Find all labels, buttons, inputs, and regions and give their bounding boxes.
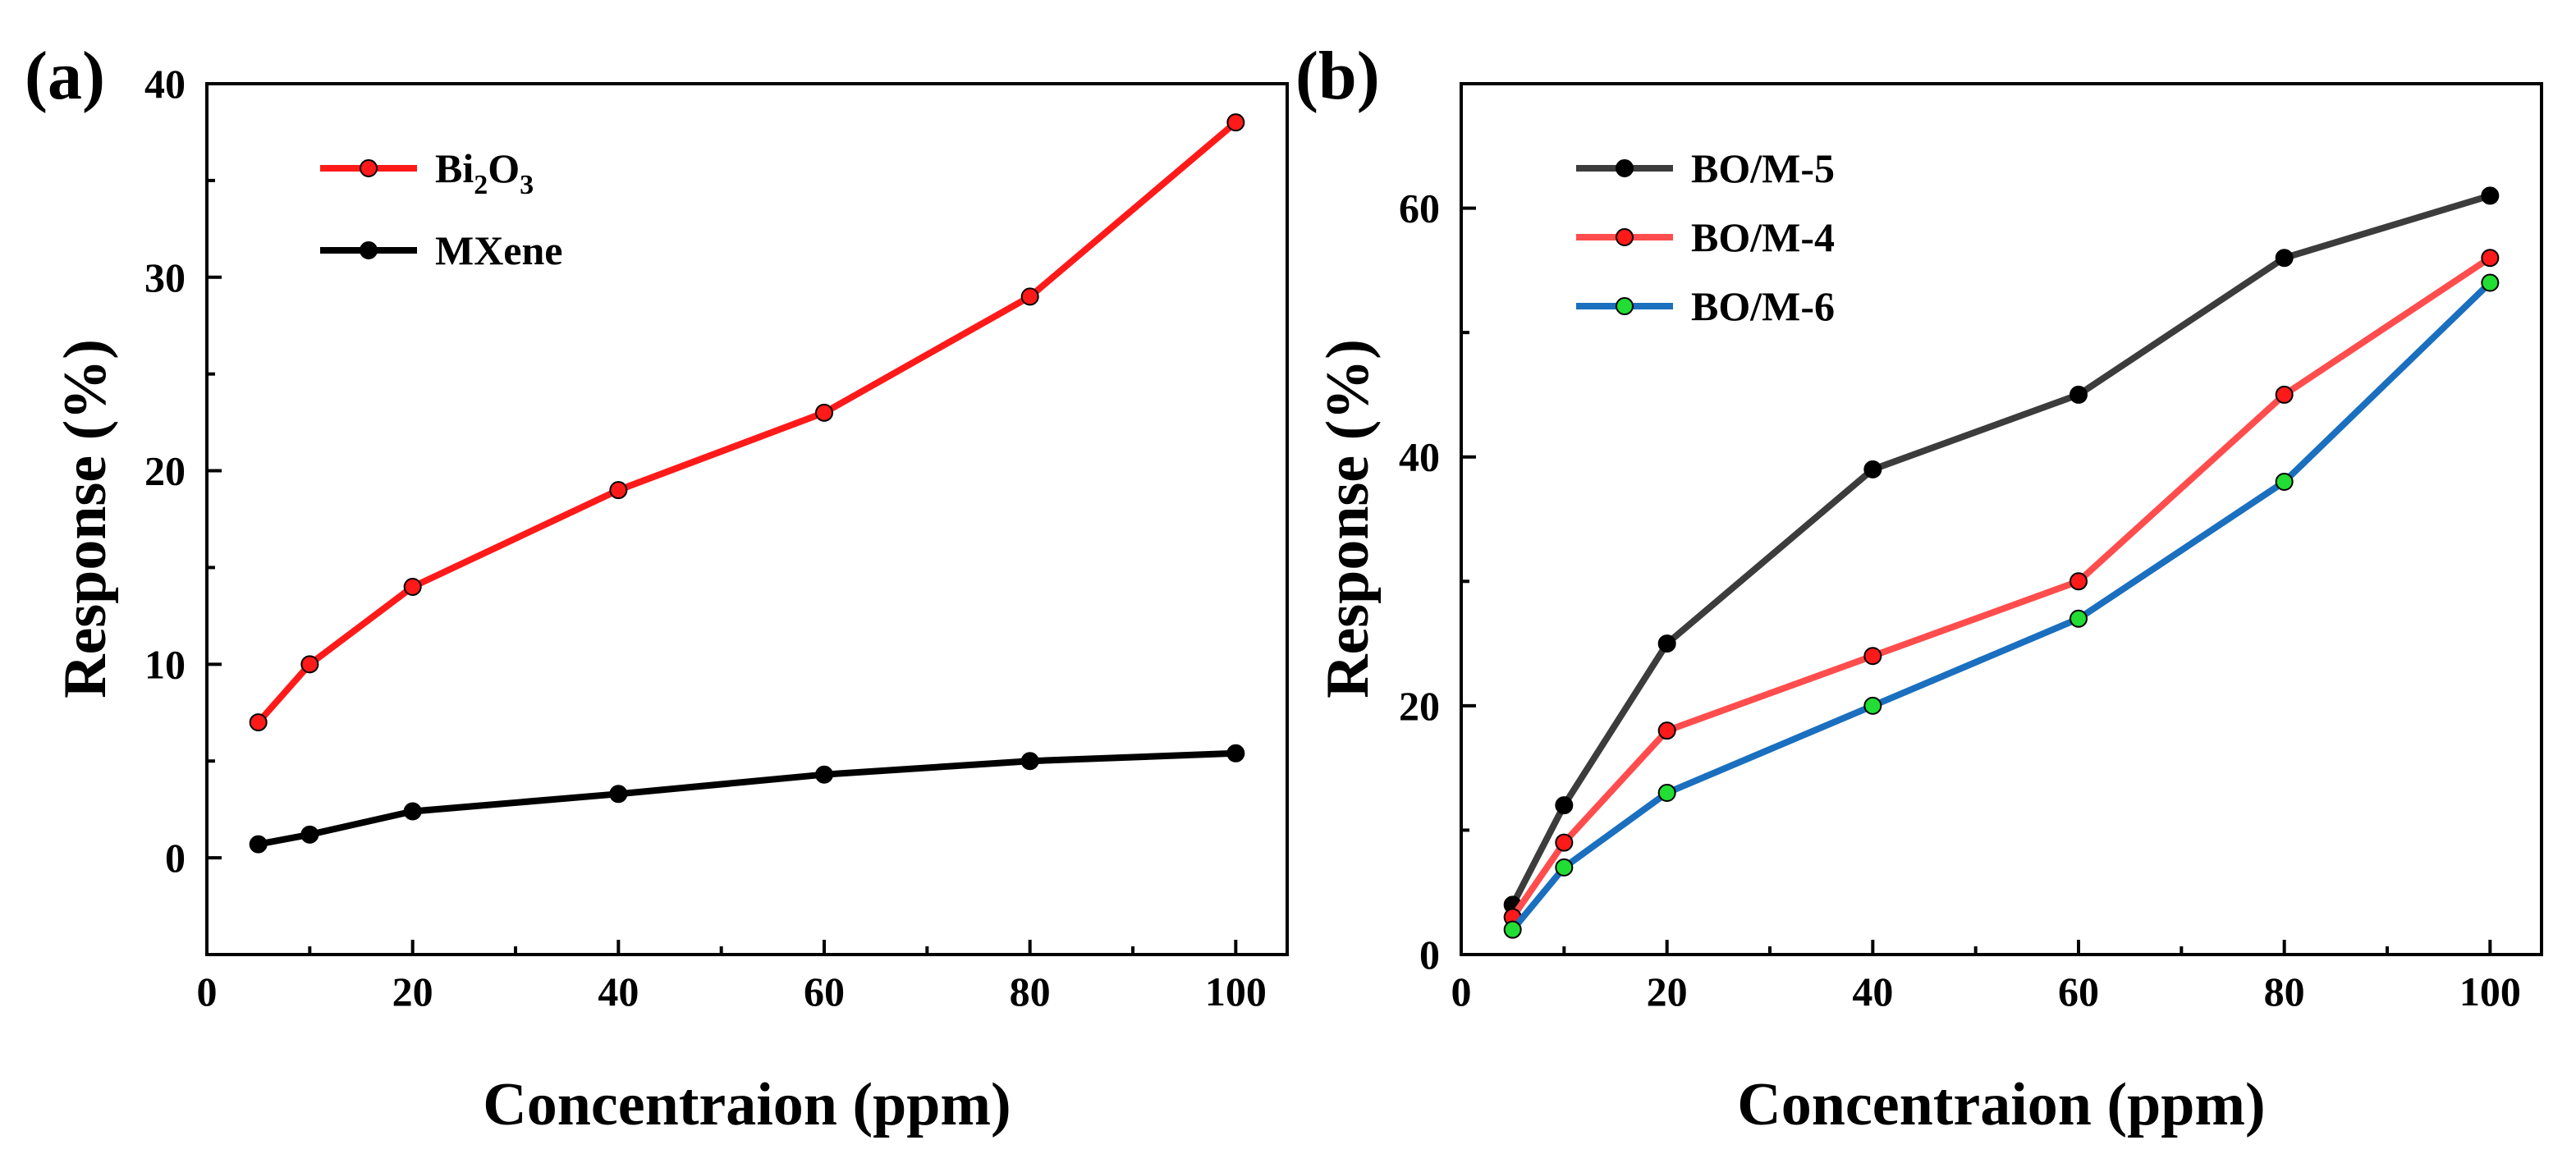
x-tick-label: 20 (392, 969, 433, 1014)
plot-frame-a (205, 82, 1289, 956)
y-tick-label: 40 (1399, 434, 1440, 480)
plot-frame-b (1460, 82, 2543, 956)
data-point (1555, 796, 1574, 815)
data-point (300, 825, 319, 844)
ticks-b: 0 20 40 60 80 100 0 20 40 60 (1399, 185, 2521, 1014)
y-tick-label: 40 (144, 61, 186, 107)
data-point (815, 403, 833, 422)
legend-a: Bi2O3 MXene (320, 145, 563, 273)
x-tick-label: 0 (1451, 969, 1472, 1014)
x-tick-label: 0 (197, 969, 218, 1014)
data-point (1657, 783, 1676, 802)
data-point (2275, 385, 2294, 404)
data-point (1863, 460, 1882, 479)
y-tick-label: 10 (144, 641, 186, 687)
data-point (609, 785, 628, 804)
ticks-a: 0 20 40 60 80 100 0 10 20 30 40 (144, 61, 1267, 1014)
legend-swatch-marker (1616, 159, 1634, 177)
legend-b: BO/M-5 BO/M-4 BO/M-6 (1576, 145, 1835, 329)
data-point (2070, 609, 2088, 628)
data-point (403, 578, 422, 597)
legend-label: BO/M-5 (1691, 145, 1835, 191)
data-point (2275, 473, 2294, 492)
y-tick-label: 20 (1399, 683, 1440, 729)
panel-label-a: (a) (25, 38, 105, 114)
data-point (2481, 249, 2500, 268)
data-point (1020, 287, 1039, 306)
data-point (609, 481, 628, 500)
x-tick-label: 100 (1205, 969, 1267, 1014)
data-point (2481, 186, 2500, 205)
series-line-bi2o3 (255, 120, 1238, 725)
legend-label: Bi2O3 (435, 145, 534, 200)
legend-label: MXene (435, 227, 563, 273)
data-point (1020, 752, 1039, 771)
data-point (249, 713, 268, 732)
data-point (815, 765, 833, 784)
y-tick-label: 30 (144, 254, 186, 300)
data-point (403, 802, 422, 821)
x-tick-label: 60 (2058, 969, 2099, 1014)
data-point (300, 655, 319, 674)
x-tick-label: 80 (1010, 969, 1051, 1014)
data-point (1555, 833, 1574, 852)
series-line-bo-m-4 (1510, 254, 2492, 919)
y-axis-title-a: Response (%) (52, 339, 119, 698)
legend-swatch-marker (1616, 228, 1634, 246)
data-point (1657, 721, 1676, 740)
data-point (1863, 647, 1882, 666)
x-tick-label: 100 (2459, 969, 2521, 1014)
y-tick-label: 0 (1419, 932, 1440, 978)
x-tick-label: 40 (598, 969, 639, 1014)
data-point (2070, 572, 2088, 591)
data-point (1226, 744, 1245, 762)
x-axis-title-b: Concentraion (ppm) (1737, 1071, 2265, 1138)
y-tick-label: 60 (1399, 185, 1440, 231)
legend-swatch-marker (1616, 297, 1634, 315)
y-tick-label: 20 (144, 448, 186, 494)
data-point (1863, 696, 1882, 715)
data-point (1503, 920, 1522, 939)
legend-label: BO/M-4 (1691, 214, 1835, 260)
series-line-mxene (257, 749, 1236, 848)
x-tick-label: 40 (1852, 969, 1893, 1014)
series-lines-a (249, 113, 1245, 854)
x-tick-label: 80 (2264, 969, 2305, 1014)
data-point (2481, 273, 2500, 292)
data-point (1226, 113, 1245, 132)
data-point (1555, 858, 1574, 877)
series-lines-b (1503, 186, 2500, 939)
legend-swatch-marker (360, 241, 378, 259)
data-point (2070, 385, 2088, 404)
chart-panel-a: (a) 0 20 40 60 80 100 0 10 20 30 40 Bi2O3 MXene Con… (25, 38, 1289, 1138)
x-tick-label: 20 (1647, 969, 1688, 1014)
panel-label-b: (b) (1295, 38, 1380, 114)
x-axis-title-a: Concentraion (ppm) (483, 1071, 1011, 1138)
x-tick-label: 60 (804, 969, 845, 1014)
y-tick-label: 0 (165, 835, 186, 881)
legend-label: BO/M-6 (1691, 283, 1835, 329)
y-axis-title-b: Response (%) (1314, 339, 1382, 698)
legend-swatch-marker (360, 159, 378, 177)
data-point (1657, 634, 1676, 653)
data-point (2275, 249, 2294, 268)
data-point (249, 835, 268, 854)
